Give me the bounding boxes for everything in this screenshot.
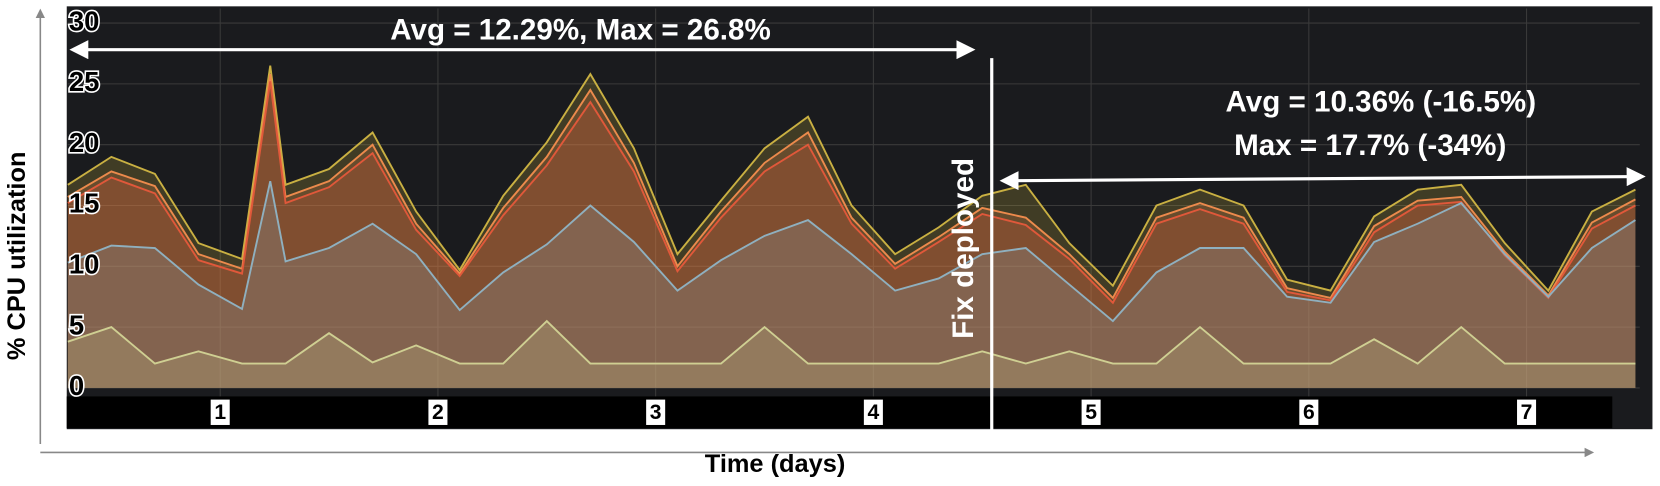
area <box>67 65 1636 388</box>
x-tick-box <box>210 399 230 425</box>
y-tick-label: 10 <box>69 249 100 280</box>
x-tick-label: 5 <box>1085 401 1097 424</box>
annotation: Fix deployed <box>947 158 980 339</box>
line <box>67 81 1636 305</box>
x-tick-label: 1 <box>214 401 226 424</box>
y-axis-label: % CPU utilization <box>3 152 31 361</box>
annotation: Max = 17.7% (-34%) <box>1234 129 1506 162</box>
annotation: Avg = 12.29%, Max = 26.8% <box>390 14 771 47</box>
area <box>67 321 1636 388</box>
x-tick-label: 2 <box>432 401 444 424</box>
line <box>67 180 1636 323</box>
annotation: Avg = 10.36% (-16.5%) <box>1225 85 1536 118</box>
x-tick-label: 3 <box>650 401 662 424</box>
line <box>67 65 1636 293</box>
x-tick-box <box>1299 399 1319 425</box>
x-axis-label: Time (days) <box>705 450 845 478</box>
arrow <box>999 167 1646 191</box>
x-tick-box <box>1081 399 1101 425</box>
line <box>67 73 1636 300</box>
y-tick-label: 15 <box>69 188 100 219</box>
x-tick-label: 7 <box>1521 401 1533 424</box>
y-tick-label: 0 <box>69 370 84 401</box>
x-tick-label: 6 <box>1303 401 1315 424</box>
x-band <box>66 396 1613 429</box>
y-tick-label: 30 <box>69 5 100 36</box>
y-tick-label: 25 <box>69 66 100 97</box>
line <box>67 319 1636 365</box>
x-tick-box <box>1517 399 1537 425</box>
y-tick-label: 20 <box>69 127 100 158</box>
x-tick-label: 4 <box>868 401 880 424</box>
x-tick-box <box>646 399 666 425</box>
area <box>67 181 1636 388</box>
x-tick-box <box>863 399 883 425</box>
y-tick-label: 5 <box>69 309 84 340</box>
x-tick-box <box>428 399 448 425</box>
